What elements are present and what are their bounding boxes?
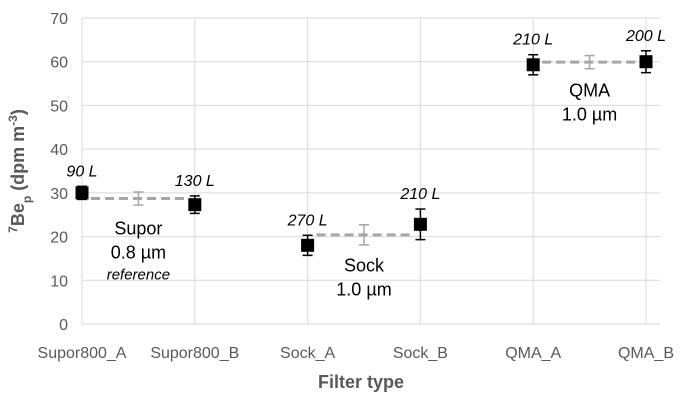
annotation-line: QMA — [569, 81, 610, 101]
x-tick-label: Sock_A — [280, 345, 335, 362]
y-tick-label: 60 — [50, 55, 68, 72]
volume-label: 270 L — [287, 212, 328, 229]
y-axis-title: 7Bep (dpm m-3) — [6, 109, 34, 233]
volume-label: 210 L — [512, 32, 553, 49]
y-tick-label: 70 — [50, 11, 68, 28]
volume-labels: 90 L 130 L 270 L 210 L 210 L 200 L — [66, 28, 666, 229]
annotation-line: Supor — [114, 218, 162, 238]
y-tick-label: 40 — [50, 142, 68, 159]
y-tick-label: 0 — [59, 317, 68, 334]
gridlines — [81, 17, 660, 325]
y-tick-label: 20 — [50, 230, 68, 247]
data-point — [75, 186, 89, 200]
x-tick-labels: Supor800_A Supor800_B Sock_A Sock_B QMA_A QMA… — [38, 345, 674, 362]
data-point — [413, 217, 427, 231]
y-tick-label: 30 — [50, 186, 68, 203]
x-tick-label: QMA_B — [618, 345, 674, 362]
volume-label: 90 L — [66, 163, 97, 180]
x-tick-label: Sock_B — [393, 345, 448, 362]
x-tick-label: Supor800_A — [38, 345, 127, 362]
annotation-line: 0.8 µm — [111, 242, 166, 262]
y-tick-labels: 0 10 20 30 40 50 60 70 — [50, 11, 68, 334]
x-tick-label: Supor800_B — [150, 345, 239, 362]
data-point — [188, 198, 202, 212]
data-point — [639, 55, 653, 69]
data-point — [526, 58, 540, 72]
y-tick-label: 50 — [50, 98, 68, 115]
mean-lines — [91, 54, 637, 246]
volume-label: 130 L — [175, 173, 215, 190]
x-tick-label: QMA_A — [505, 345, 561, 362]
annotation-line: 1.0 µm — [562, 105, 617, 125]
y-tick-label: 10 — [50, 273, 68, 290]
volume-label: 200 L — [625, 28, 666, 45]
x-axis-title: Filter type — [318, 372, 404, 392]
volume-label: 210 L — [399, 186, 440, 203]
filter-annotations: Supor 0.8 µm reference Sock 1.0 µm QMA 1.0 µm — [107, 81, 618, 300]
data-point — [301, 238, 315, 252]
annotation-line: Sock — [344, 256, 385, 276]
annotation-italic: reference — [107, 266, 170, 283]
data-points — [75, 50, 653, 257]
annotation-line: 1.0 µm — [336, 280, 391, 300]
